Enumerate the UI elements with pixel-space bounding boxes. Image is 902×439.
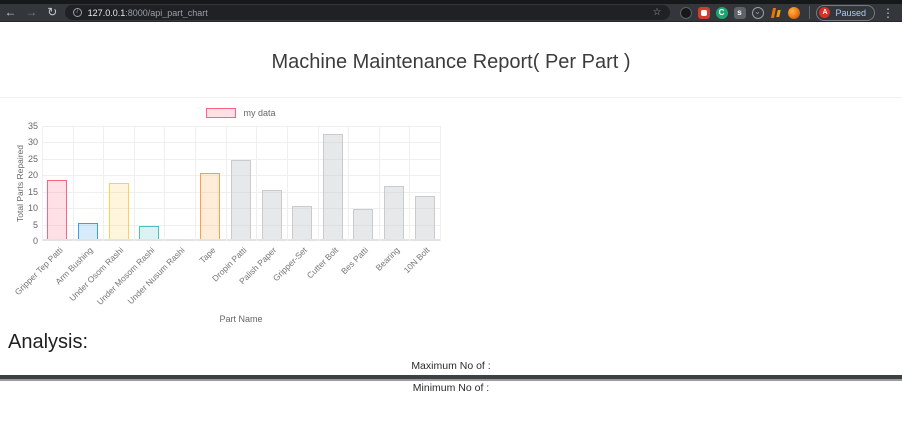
gridline-v (225, 126, 227, 241)
bar-under-osom-rashi (108, 183, 129, 239)
pocket-icon[interactable]: ⌄ (751, 6, 764, 19)
x-axis-title: Part Name (219, 314, 263, 324)
minimum-line: Minimum No of : (412, 382, 490, 394)
y-tick-label: 15 (27, 186, 38, 197)
site-info-icon[interactable]: i (72, 8, 82, 17)
gridline-h (42, 158, 440, 160)
bar-cutter-bolt (322, 133, 343, 239)
url-host: 127.0.0.1 (87, 7, 126, 18)
bar-bes-patti (353, 209, 374, 239)
bar-under-mosom-rashi (139, 225, 160, 239)
chart-plot (42, 126, 441, 241)
bookmark-star-icon[interactable]: ☆ (652, 7, 662, 18)
bar-gripper-tep-patti (47, 179, 68, 239)
bar-dropin-patti (231, 160, 251, 239)
x-tick-label: 10N Bolt (401, 245, 432, 276)
x-tick-label: Cutter Bolt (304, 245, 340, 281)
bar-palish-paper (261, 189, 282, 239)
toolbar-separator (808, 6, 810, 19)
paused-label: Paused (835, 7, 866, 18)
gridline-v (348, 126, 350, 241)
gridline-v (409, 126, 411, 241)
gridline-v (440, 126, 441, 241)
gridline-v (378, 126, 380, 241)
gridline-v (103, 126, 105, 241)
back-icon[interactable]: ← (4, 5, 17, 19)
x-tick-label: Tape (197, 245, 218, 266)
gridline-v (164, 126, 166, 241)
gridline-h (42, 224, 440, 226)
browser-toolbar: ← → ↻ i 127.0.0.1:8000/api_part_chart ☆ … (0, 0, 902, 22)
extension-dark-circle-icon[interactable] (679, 6, 692, 19)
y-tick-label: 30 (27, 137, 38, 148)
extension-orange-bars-icon[interactable] (770, 7, 782, 19)
y-tick-label: 0 (32, 236, 38, 246)
y-tick-label: 10 (27, 203, 38, 214)
gridline-v (72, 126, 74, 241)
bar-arm-bushing (77, 222, 98, 239)
gridline-v (133, 126, 135, 241)
page-title: Machine Maintenance Report( Per Part ) (271, 51, 631, 73)
legend-swatch (206, 108, 237, 118)
y-tick-label: 5 (32, 219, 38, 230)
x-labels: Gripper Tep Patti Arm Bushing Under Osom R… (12, 245, 440, 309)
x-tick-label: Under Osom Rashi (67, 245, 126, 304)
extension-red-icon[interactable] (697, 6, 710, 19)
x-tick-label: Bearing (373, 245, 402, 273)
address-bar[interactable]: i 127.0.0.1:8000/api_part_chart ☆ (64, 5, 670, 20)
legend-label: my data (243, 108, 276, 118)
title-divider (0, 97, 902, 98)
gridline-h (42, 175, 440, 177)
maximum-line: Maximum No of : (411, 360, 491, 372)
x-tick-label: Under Nusum Rashi (125, 245, 187, 307)
gridline-v (256, 126, 258, 241)
profile-avatar: A (819, 7, 831, 18)
browser-menu-icon[interactable]: ⋮ (882, 5, 894, 20)
y-tick-label: 25 (27, 153, 38, 164)
url-text: 127.0.0.1:8000/api_part_chart (88, 8, 653, 18)
analysis-heading: Analysis: (8, 331, 89, 353)
page-content: Machine Maintenance Report( Per Part ) m… (0, 22, 902, 439)
y-tick-label: 35 (27, 121, 38, 131)
gridline-h (42, 191, 440, 193)
x-tick-label: Bes Patti (339, 245, 371, 277)
bar-10n-bolt (414, 196, 435, 239)
url-path: :8000/api_part_chart (125, 7, 208, 18)
reload-icon[interactable]: ↻ (47, 5, 58, 19)
gridline-h (42, 208, 440, 210)
gridline-v (42, 126, 43, 241)
bar-bearing (384, 186, 405, 239)
forward-icon[interactable]: → (25, 5, 38, 19)
extension-gray-s-icon[interactable]: s (733, 6, 746, 19)
extension-orange-circle-icon[interactable] (787, 6, 800, 19)
gridline-v (317, 126, 319, 241)
x-tick-label: Gripper Tep Patti (12, 245, 65, 298)
gridline-h (42, 142, 440, 144)
extension-green-c-icon[interactable]: C (715, 6, 728, 19)
extensions-area: C s ⌄ (679, 6, 800, 19)
gridline-v (286, 126, 288, 241)
chart-legend[interactable]: my data (42, 108, 440, 118)
bar-gripper-set (292, 206, 313, 239)
window-bottom-edge (0, 375, 902, 381)
gridline-h (42, 126, 440, 127)
y-tick-label: 20 (27, 170, 38, 181)
profile-paused-button[interactable]: A Paused (816, 4, 875, 21)
maintenance-bar-chart[interactable]: my data Total Parts Repaired 0 5 10 15 20 25 3… (12, 98, 446, 326)
bar-tape (200, 173, 221, 239)
gridline-v (195, 126, 197, 241)
